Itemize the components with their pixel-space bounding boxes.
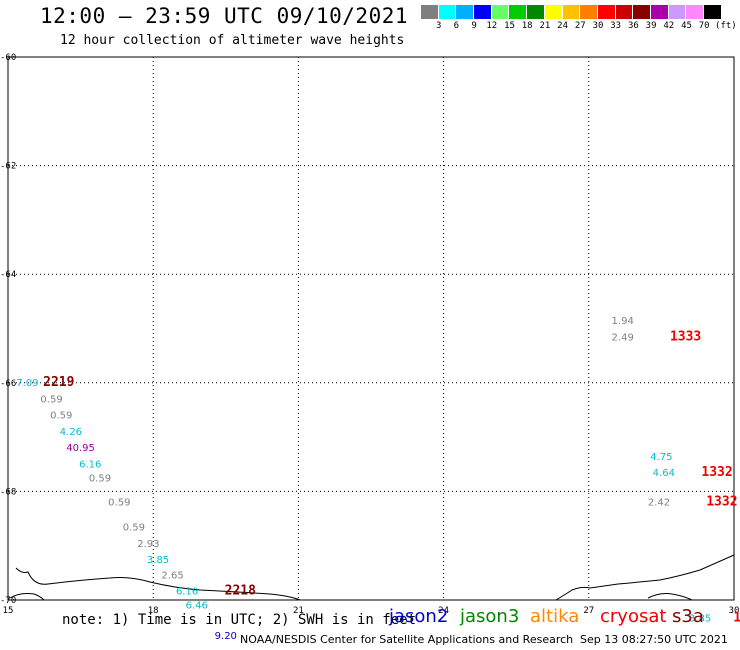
color-scale-swatch [668,5,687,19]
color-scale-label: 21 [539,21,551,31]
wave-height-value: 4.64 [653,468,675,479]
color-scale-swatch [544,5,563,19]
longitude-tick-label: 27 [583,606,594,616]
color-scale-label: 6 [453,21,460,31]
satellite-legend-item: s3a [672,606,704,627]
coastline-east [555,554,735,601]
longitude-tick-label: 15 [3,606,14,616]
color-scale-label: 18 [521,21,533,31]
wave-height-value: 2.49 [612,332,634,343]
color-scale-swatch [438,5,457,19]
wave-height-value: 0.59 [40,394,62,405]
latitude-tick-label: -64 [0,270,16,280]
wave-height-value: 2.42 [648,498,670,509]
wave-height-value: 2.93 [137,539,159,550]
pass-time-label: 1332 [706,495,737,510]
color-scale-swatch [633,5,651,19]
color-scale-label: 39 [645,21,657,31]
wave-height-value: 0.59 [89,474,111,485]
color-scale-label: 45 [681,21,692,31]
longitude-tick-label: 21 [293,606,304,616]
wave-height-value: 4.75 [650,452,672,463]
wave-height-value: 0.59 [50,411,72,422]
map-frame [7,56,735,601]
longitude-tick-label: 18 [148,606,159,616]
chart-title: 12:00 – 23:59 UTC 09/10/2021 [40,4,409,28]
color-scale-label: 30 [592,21,604,31]
satellite-legend-item: jason3 [460,606,520,627]
color-scale-swatch [562,5,581,19]
color-scale-swatch [580,5,598,19]
coastline-ice-edge [647,593,693,601]
latitude-tick-label: -70 [0,596,16,606]
color-scale-swatch [615,5,634,19]
credit-text: NOAA/NESDIS Center for Satellite Applica… [240,633,574,646]
longitude-tick-label: 30 [729,606,740,616]
color-scale-label: 12 [486,21,498,31]
wave-height-value: 9.20 [215,631,237,642]
wave-height-value: 6.46 [186,601,208,612]
latitude-tick-label: -66 [0,379,16,389]
color-scale-swatch [509,5,528,19]
timestamp-text: Sep 13 08:27:50 UTC 2021 [580,633,728,646]
color-scale-swatch [474,5,492,19]
pass-time-label: 2218 [225,584,256,599]
color-scale-swatch [686,5,704,19]
wave-height-value: 2.65 [161,570,183,581]
wave-height-value: 7.09 [16,378,38,389]
color-scale-label: 9 [471,21,477,31]
color-scale-label: 33 [610,21,622,31]
coastline-ice-shelf [9,593,45,601]
coastline-west [15,567,301,601]
wave-height-value: 6.16 [79,460,101,471]
satellite-legend-item: cryosat [600,606,667,627]
color-scale-swatch [456,5,475,19]
color-scale-swatch [597,5,616,19]
color-scale-swatch [421,5,439,19]
wave-height-value: 4.26 [60,427,82,438]
wave-height-value: 3.85 [689,614,711,625]
pass-time-label: 1333 [670,329,701,344]
chart-subtitle: 12 hour collection of altimeter wave hei… [60,33,405,48]
wave-height-value: 0.59 [108,498,130,509]
satellite-legend-item: jason2 [389,606,449,627]
wave-height-value: 1.94 [612,316,634,327]
latitude-tick-label: -62 [0,162,16,172]
color-scale-unit: (ft) [715,21,737,31]
pass-time-label: 2219 [43,375,74,390]
wave-height-value: 0.59 [123,522,145,533]
pass-time-label: 1332 [701,465,732,480]
color-scale [421,5,722,19]
color-scale-label: 70 [698,21,710,31]
color-scale-label: 24 [557,21,569,31]
latitude-tick-label: -60 [0,53,16,63]
color-scale-label: 3 [435,21,442,31]
wave-height-value: 3.85 [147,555,169,566]
latitude-tick-label: -68 [0,487,16,497]
wave-height-value: 40.95 [66,443,95,454]
color-scale-swatch [491,5,510,19]
wave-height-value: 6.16 [176,587,198,598]
satellite-legend-item: altika [530,606,580,627]
color-scale-label: 36 [627,21,639,31]
color-scale-swatch [704,5,722,19]
color-scale-label: 27 [574,21,586,31]
color-scale-label: 15 [504,21,515,31]
color-scale-swatch [527,5,545,19]
color-scale-label: 42 [663,21,675,31]
longitude-tick-label: 24 [438,606,449,616]
footer-note: note: 1) Time is in UTC; 2) SWH is in fe… [62,612,417,628]
color-scale-swatch [650,5,669,19]
pass-time-label: 13 [733,611,740,626]
